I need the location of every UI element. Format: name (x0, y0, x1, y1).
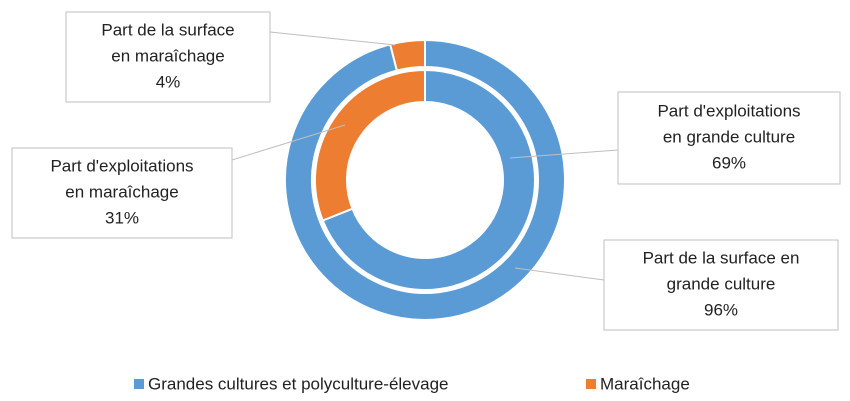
data-label: en maraîchage (111, 46, 224, 65)
legend-label: Grandes cultures et polyculture-élevage (148, 374, 449, 393)
data-label: en maraîchage (65, 182, 178, 201)
data-label: Part d'exploitations (50, 156, 193, 175)
legend-swatch (134, 379, 144, 389)
data-value-label: 31% (105, 208, 139, 227)
callout-box (617, 91, 841, 185)
donut-slice (314, 68, 426, 222)
leader-line (514, 267, 605, 281)
data-value-label: 96% (704, 300, 738, 319)
callout-box (65, 11, 271, 103)
legend-label: Maraîchage (600, 374, 690, 393)
data-label: Part d'exploitations (657, 101, 800, 120)
donut-slice (321, 68, 536, 291)
data-label: Part de la surface en (643, 248, 800, 267)
data-value-label: 4% (156, 72, 181, 91)
leader-line (231, 124, 346, 161)
donut-slice (388, 38, 426, 72)
leader-line (509, 149, 619, 159)
callout-box (11, 147, 233, 239)
data-label: en grande culture (663, 127, 795, 146)
legend-swatch (586, 379, 596, 389)
callout-box (603, 239, 839, 331)
leader-line (269, 31, 396, 46)
data-label: Part de la surface (101, 20, 234, 39)
data-value-label: 69% (712, 153, 746, 172)
donut-slice (284, 38, 566, 321)
data-label: grande culture (667, 274, 776, 293)
